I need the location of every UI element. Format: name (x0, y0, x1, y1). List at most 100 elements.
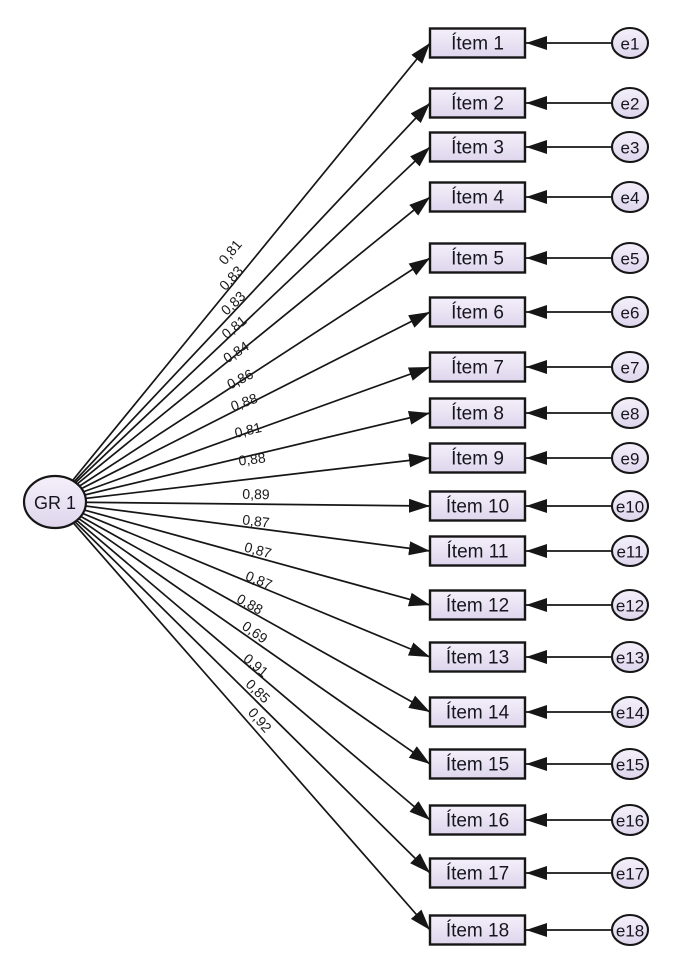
loading-path (54, 501, 431, 607)
loading-path (54, 501, 431, 765)
loading-value: 0,81 (215, 236, 245, 267)
item-group: Ítem 6 e6 0,86 (54, 295, 650, 503)
item-box (428, 351, 527, 383)
item-box (428, 535, 527, 567)
error-term-label: e15 (616, 756, 644, 775)
item-label: Ítem 4 (451, 188, 504, 209)
error-term-label: e8 (621, 405, 640, 424)
error-term-label: e3 (621, 139, 640, 158)
loading-value: 0,88 (234, 590, 266, 617)
loading-value: 0,87 (242, 511, 271, 530)
loading-value: 0,85 (243, 676, 274, 707)
item-label: Ítem 2 (451, 94, 504, 115)
item-box (428, 804, 527, 836)
error-term-label: e7 (621, 359, 640, 378)
item-box (428, 748, 527, 780)
loading-value: 0,86 (224, 366, 256, 393)
item-group: Ítem 9 e9 0,88 (54, 441, 650, 503)
error-term-circle (610, 295, 650, 329)
item-label: Ítem 18 (446, 921, 509, 942)
item-group: Ítem 18 e18 0,92 (54, 501, 650, 947)
item-group: Ítem 2 e2 0,83 (54, 86, 650, 503)
loading-value: 0,83 (218, 288, 249, 318)
error-term-circle (610, 803, 650, 837)
loading-value: 0,88 (228, 390, 259, 414)
error-term-circle (610, 180, 650, 214)
loading-path (54, 411, 431, 503)
error-term-circle (610, 695, 650, 729)
item-label: Ítem 17 (446, 864, 509, 885)
loading-path (54, 146, 431, 503)
item-group: Ítem 14 e14 0,88 (54, 501, 650, 729)
item-label: Ítem 8 (451, 404, 504, 425)
error-term-circle (610, 640, 650, 674)
item-label: Ítem 15 (446, 755, 509, 776)
item-label: Ítem 14 (446, 703, 510, 724)
item-box (428, 696, 527, 728)
item-label: Ítem 9 (451, 449, 504, 470)
item-group: Ítem 4 e4 0,81 (54, 180, 650, 503)
loading-value: 0,89 (242, 486, 270, 502)
loading-value: 0,87 (243, 539, 274, 562)
loading-path (54, 501, 431, 658)
item-group: Ítem 7 e7 0,88 (54, 350, 650, 503)
item-label: Ítem 11 (447, 542, 509, 563)
loading-path (54, 311, 431, 503)
loading-value: 0,92 (245, 704, 275, 735)
loading-value: 0,81 (218, 312, 249, 342)
error-term-circle (610, 747, 650, 781)
item-label: Ítem 5 (451, 249, 504, 270)
error-term-circle (610, 396, 650, 430)
loading-path (54, 501, 431, 931)
error-term-label: e6 (621, 304, 640, 323)
error-term-label: e4 (621, 189, 640, 208)
error-term-circle (610, 86, 650, 120)
item-box (428, 27, 527, 59)
item-group: Ítem 5 e50,84 (54, 241, 650, 503)
loading-path (54, 501, 431, 874)
error-term-label: e13 (616, 649, 644, 668)
loading-value: 0,88 (238, 449, 267, 468)
error-term-label: e1 (621, 35, 640, 54)
latent-factor-group: GR 1 (22, 474, 88, 530)
error-term-label: e2 (621, 95, 640, 114)
error-term-label: e14 (616, 704, 644, 723)
loading-path (54, 42, 431, 503)
loading-value: 0,81 (233, 419, 263, 441)
item-box (428, 397, 527, 429)
error-term-circle (610, 913, 650, 947)
loading-path (54, 257, 431, 503)
loading-path (54, 196, 431, 503)
item-box (428, 641, 527, 673)
item-box (428, 131, 527, 163)
error-term-circle (610, 350, 650, 384)
item-label: Ítem 12 (446, 596, 509, 617)
loading-path (54, 501, 431, 821)
error-term-circle (610, 441, 650, 475)
item-box (428, 181, 527, 213)
latent-factor-ellipse (22, 474, 88, 530)
item-label: Ítem 7 (451, 358, 504, 379)
error-term-circle (610, 489, 650, 523)
item-box (428, 490, 527, 522)
error-term-circle (610, 241, 650, 275)
loading-path (54, 501, 431, 713)
error-term-circle (610, 130, 650, 164)
item-label: Ítem 6 (451, 303, 504, 324)
loading-path (54, 366, 431, 503)
error-term-label: e11 (616, 543, 643, 562)
error-term-label: e18 (616, 922, 644, 941)
item-group: Ítem 11 e11 0,87 (54, 501, 650, 568)
item-group: Ítem 12 e12 0,87 (54, 501, 650, 622)
loading-path (54, 501, 431, 556)
item-label: Ítem 10 (446, 497, 509, 518)
error-term-circle (610, 534, 650, 568)
error-term-label: e17 (616, 865, 644, 884)
item-box (428, 242, 527, 274)
latent-factor-label: GR 1 (34, 493, 76, 513)
error-term-label: e16 (616, 812, 644, 831)
loading-path (54, 453, 431, 503)
error-term-label: e5 (621, 250, 640, 269)
item-box (428, 296, 527, 328)
